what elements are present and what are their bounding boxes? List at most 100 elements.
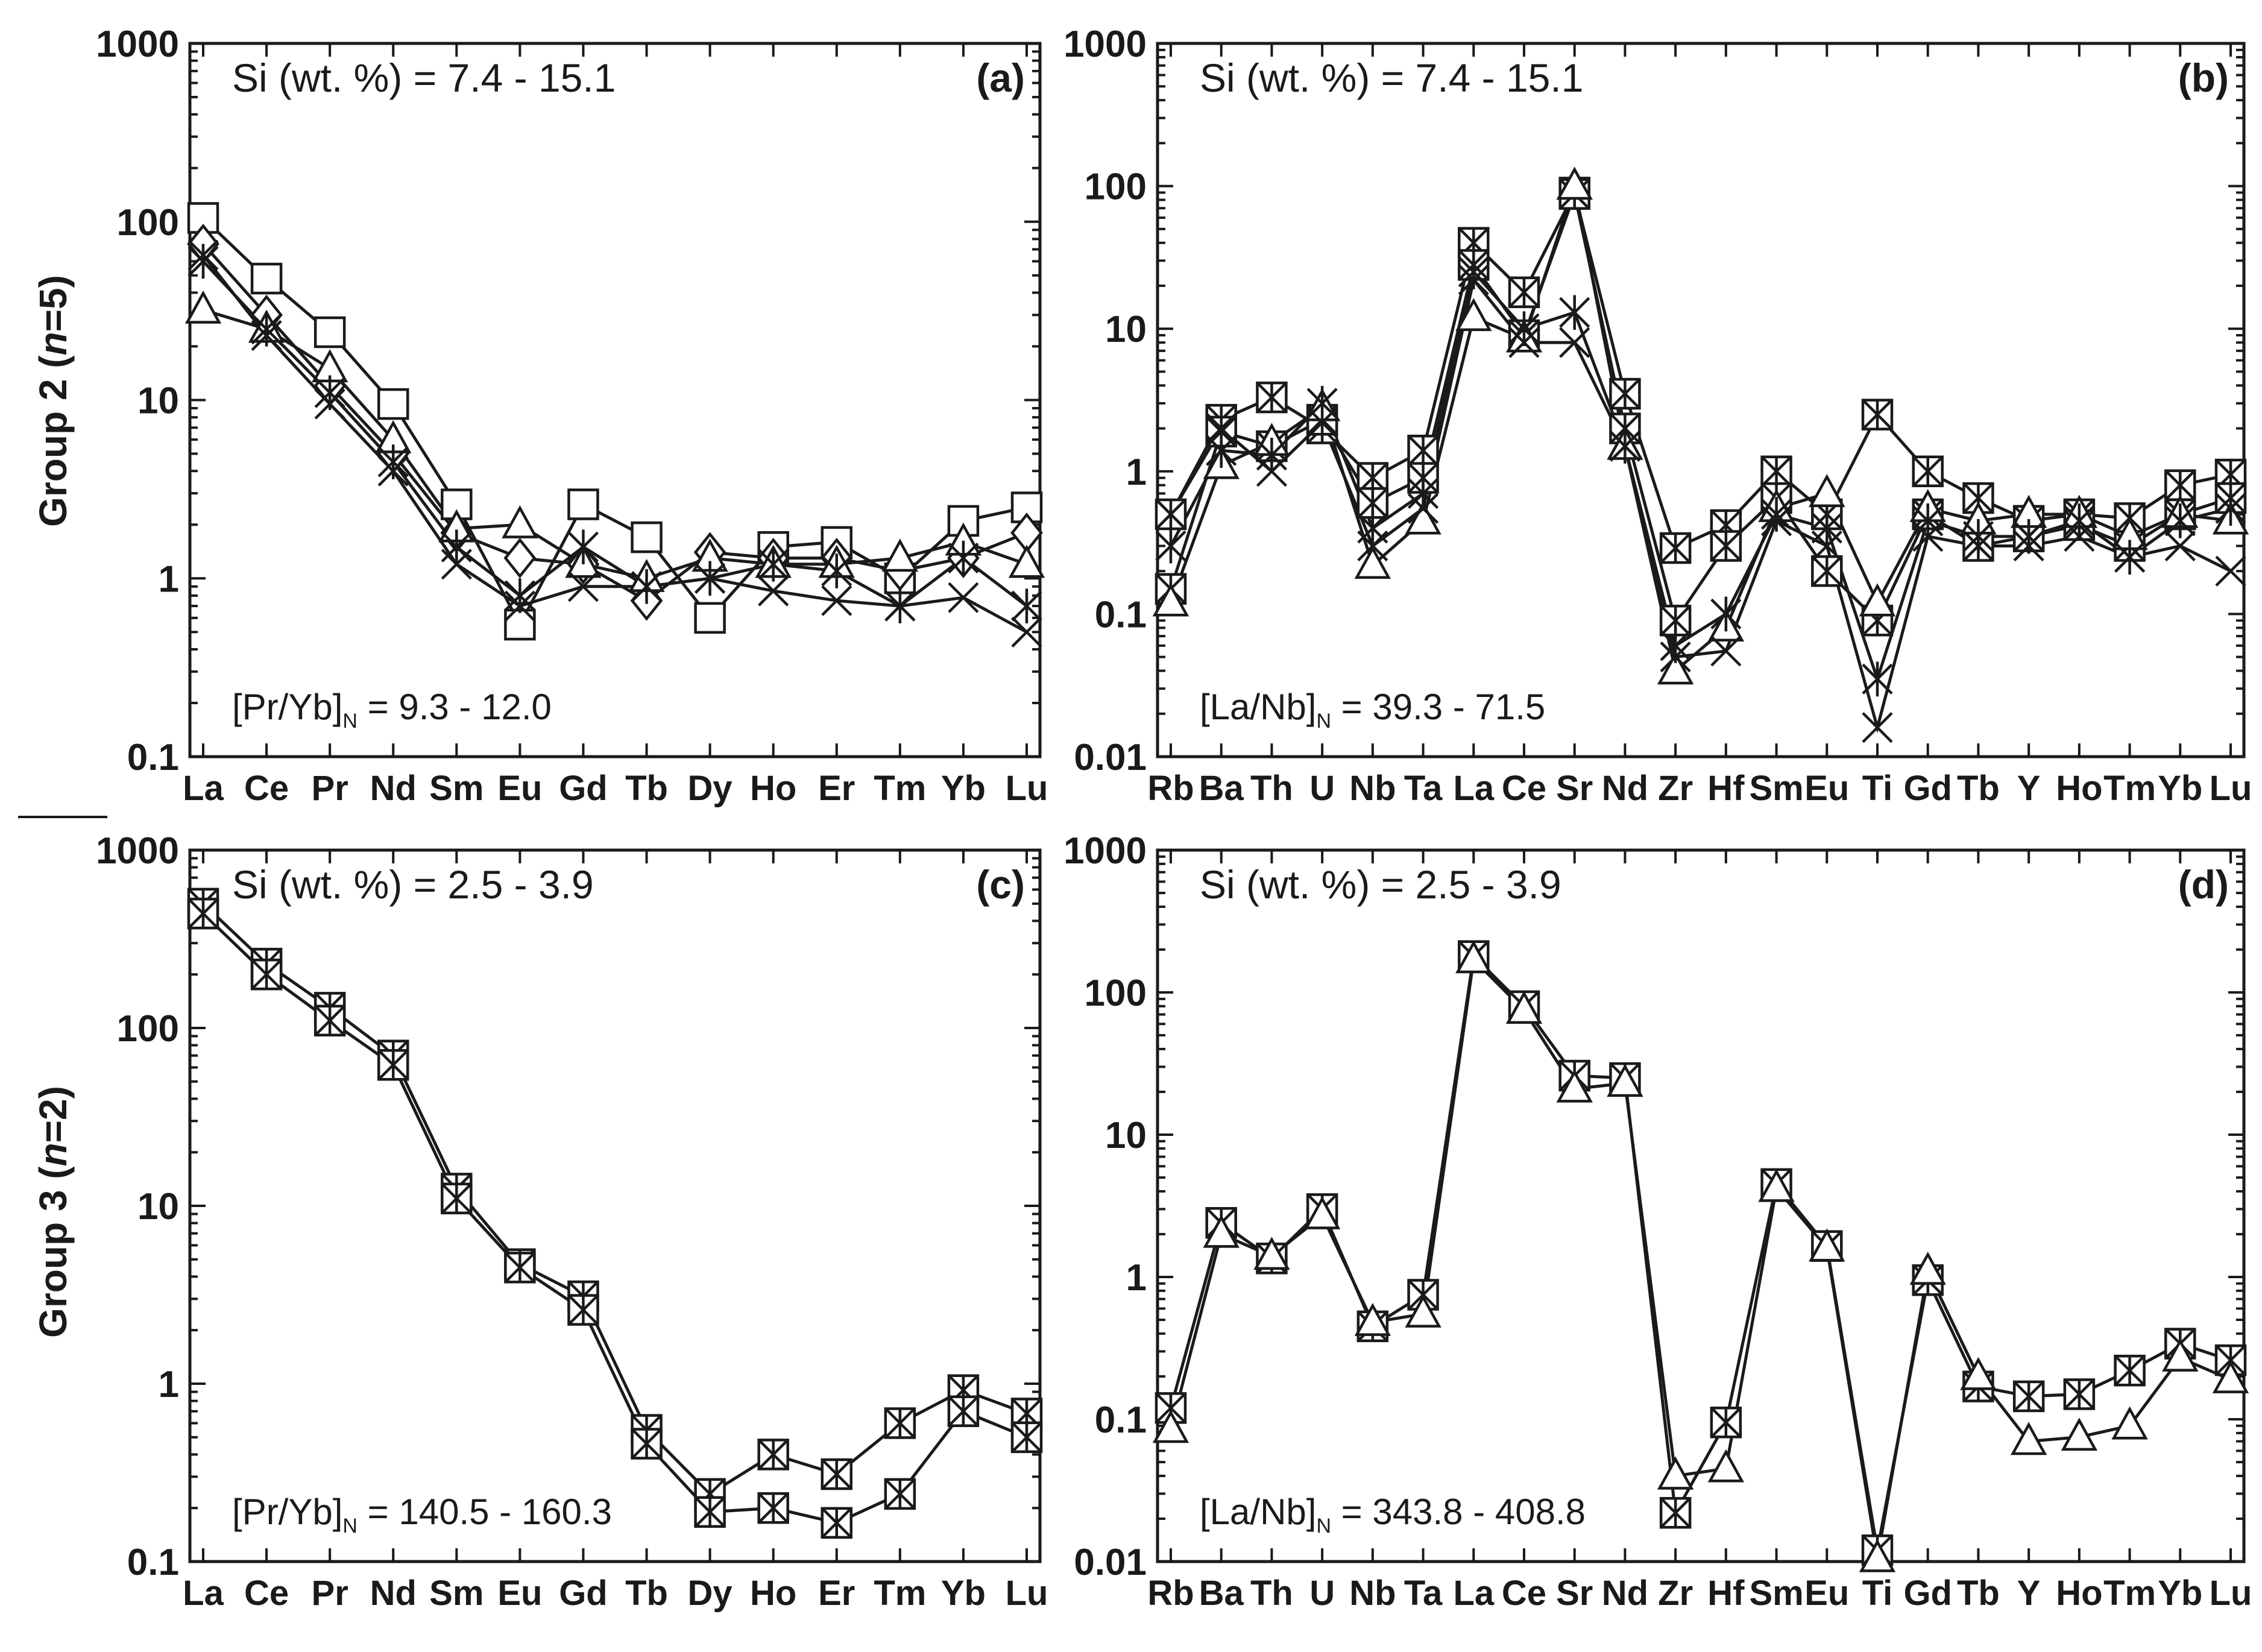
x-tick-label: Yb	[2158, 1574, 2202, 1613]
y-tick-label: 0.1	[127, 737, 179, 778]
data-point-star	[1155, 528, 1186, 564]
x-tick-label: Lu	[1006, 769, 1048, 808]
x-tick-label: Sr	[1556, 769, 1593, 808]
data-point-star	[1458, 254, 1489, 289]
data-point-triangle	[1607, 1064, 1643, 1097]
data-point-cross	[948, 582, 979, 613]
series-line-cross	[1169, 276, 2232, 734]
y-tick-label: 1	[159, 558, 179, 600]
series-line-boxstar	[1169, 953, 2231, 1551]
data-point-cross	[1811, 530, 1842, 562]
data-point-triangle	[881, 538, 919, 572]
data-point-cross	[1458, 264, 1489, 295]
data-point-triangle	[2010, 1422, 2047, 1455]
x-tick-label: Gd	[1903, 1574, 1952, 1613]
y-tick-label: 10	[137, 380, 179, 422]
data-point-star	[251, 312, 282, 347]
series-line-star	[1169, 268, 2231, 684]
data-point-cross	[2114, 541, 2146, 573]
y-tick-label: 1000	[96, 830, 179, 872]
data-point-cross	[1206, 412, 1237, 444]
data-point-cross	[1407, 493, 1439, 524]
x-tick-label: La	[183, 1574, 224, 1613]
data-point-boxstar-2	[504, 1252, 536, 1284]
panel-title: Si (wt. %) = 7.4 - 15.1	[1200, 55, 1583, 100]
x-tick-label: Sm	[1749, 769, 1803, 808]
data-point-triangle	[1152, 583, 1189, 617]
data-point-diamond	[503, 537, 537, 579]
panel-letter: (d)	[2178, 862, 2229, 907]
x-tick-label: Tm	[874, 1574, 926, 1613]
data-point-star	[377, 444, 409, 479]
data-point-star	[1760, 497, 1792, 532]
data-point-cross	[1760, 505, 1792, 537]
data-point-cross	[1011, 616, 1042, 648]
data-point-triangle	[2212, 1360, 2249, 1393]
ratio-annotation: [La/Nb]N = 39.3 - 71.5	[1200, 687, 1545, 733]
data-point-square	[250, 262, 283, 295]
data-point-cross	[1710, 635, 1742, 667]
data-point-boxstar-2	[377, 1048, 409, 1081]
data-point-boxstar-1	[757, 1439, 789, 1471]
x-tick-label: Tb	[625, 769, 668, 808]
data-point-star	[1407, 476, 1439, 511]
data-point-cross	[1508, 327, 1540, 358]
data-point-boxstar-1	[2164, 469, 2196, 501]
x-tick-label: Nd	[1602, 1574, 1648, 1613]
data-point-cross	[377, 455, 409, 487]
data-point-boxstar-1	[1609, 377, 1641, 410]
data-point-cross	[821, 585, 852, 616]
data-point-triangle	[2061, 1417, 2098, 1451]
data-point-boxstar-2	[567, 1294, 599, 1326]
data-point-cross	[1660, 642, 1691, 673]
x-tick-label: Lu	[2210, 769, 2252, 808]
x-tick-label: Tb	[1957, 769, 2000, 808]
data-point-boxstar	[2012, 1380, 2045, 1413]
data-point-triangle	[1809, 1228, 1845, 1262]
y-tick-label: 1	[1126, 1257, 1147, 1299]
data-point-boxstar-2	[757, 1492, 789, 1524]
data-point-triangle	[184, 290, 222, 324]
data-point-star	[441, 529, 472, 564]
data-point-triangle	[1859, 1539, 1896, 1572]
x-tick-label: Eu	[1804, 769, 1849, 808]
panel-letter: (c)	[976, 862, 1025, 907]
y-tick-label: 1000	[96, 24, 179, 65]
x-tick-label: Yb	[2158, 769, 2202, 808]
y-tick-label: 0.01	[1074, 1542, 1147, 1583]
data-point-cross	[314, 388, 345, 420]
data-point-triangle	[1405, 501, 1441, 535]
data-point-square	[567, 488, 599, 520]
plot-frame	[1156, 42, 2246, 758]
x-tick-label: Ce	[1502, 1574, 1546, 1613]
data-point-triangle	[1008, 544, 1045, 578]
data-point-triangle	[1657, 1456, 1694, 1490]
y-tick-label: 10	[1105, 309, 1147, 350]
data-point-cross	[2215, 555, 2246, 587]
data-point-cross	[1862, 712, 1893, 743]
x-tick-label: Zr	[1658, 769, 1693, 808]
x-tick-label: Tb	[1957, 1574, 2000, 1613]
y-tick-label: 100	[1085, 973, 1147, 1014]
series-line-triangle	[203, 308, 1027, 580]
x-tick-label: Sr	[1556, 1574, 1593, 1613]
data-point-triangle	[1859, 583, 1896, 617]
x-tick-label: Tm	[2103, 769, 2156, 808]
data-point-triangle	[1960, 1357, 1997, 1390]
ratio-annotation: [La/Nb]N = 343.8 - 408.8	[1200, 1492, 1586, 1537]
data-point-triangle	[2162, 1338, 2199, 1372]
x-tick-label: Yb	[941, 1574, 986, 1613]
y-tick-label: 100	[117, 202, 179, 244]
x-tick-label: Ta	[1404, 769, 1443, 808]
data-point-boxstar	[1659, 1496, 1692, 1529]
data-point-star	[187, 244, 219, 279]
panel-title: Si (wt. %) = 7.4 - 15.1	[232, 55, 616, 100]
x-tick-label: Ce	[1502, 769, 1546, 808]
data-point-boxstar-1	[1256, 381, 1288, 414]
data-point-square	[694, 602, 726, 634]
data-point-triangle	[1303, 1196, 1341, 1229]
x-tick-label: La	[1453, 769, 1494, 808]
data-point-boxstar-1	[1010, 1398, 1043, 1430]
x-tick-label: Lu	[2210, 1574, 2252, 1613]
